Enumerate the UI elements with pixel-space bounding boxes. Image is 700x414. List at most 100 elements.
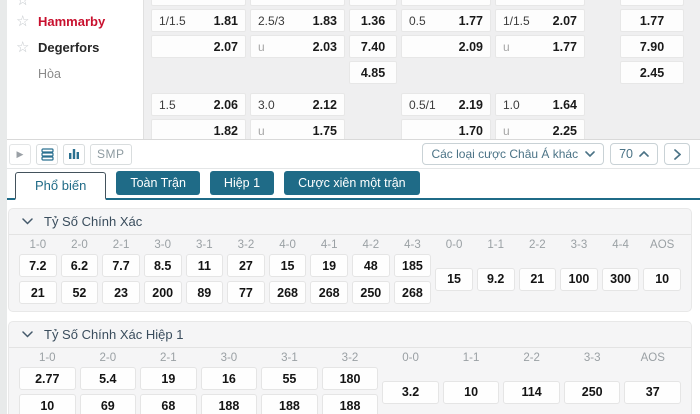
- score-odds-box[interactable]: 11: [185, 254, 224, 277]
- score-odds-box[interactable]: 185: [393, 254, 432, 277]
- odds-slot: [349, 0, 397, 6]
- odds-handicap-label: 1.0: [503, 97, 520, 112]
- odds-cell[interactable]: 7.40: [349, 35, 397, 58]
- odds-value: 1.64: [552, 97, 577, 112]
- odds-cell-partial: [620, 0, 684, 6]
- score-odds-box[interactable]: 114: [503, 380, 560, 404]
- odds-cell[interactable]: 1.5 2.06: [151, 93, 246, 116]
- score-odds-box[interactable]: 68: [140, 394, 197, 414]
- odds-cell[interactable]: 4.85: [349, 61, 397, 84]
- odds-cell[interactable]: 0.5 1.77: [401, 9, 491, 32]
- odds-cell[interactable]: 2.07: [151, 35, 246, 58]
- score-odds-box[interactable]: 23: [102, 281, 140, 304]
- odds-cell[interactable]: 0.5/1 2.19: [401, 93, 491, 116]
- tab-button[interactable]: Cược xiên một trận: [284, 171, 420, 195]
- score-odds-box[interactable]: 77: [227, 281, 265, 304]
- odds-cell[interactable]: 2.45: [620, 61, 684, 84]
- odds-slot: 1.70: [401, 119, 491, 139]
- score-odds-box[interactable]: 250: [563, 380, 621, 404]
- score-odds-box[interactable]: 188: [321, 394, 379, 414]
- odds-grid: 1/1.5 1.81 2.5/3 1.83 1.36 0.5 1.77 1/1.5 2.07 1.…: [143, 0, 700, 139]
- score-odds-box[interactable]: 250: [352, 281, 390, 304]
- odds-value: 2.07: [213, 39, 238, 54]
- star-icon[interactable]: ☆: [16, 13, 30, 30]
- score-odds-box[interactable]: 27: [227, 254, 265, 277]
- score-odds-box[interactable]: 48: [352, 254, 390, 277]
- score-odds-box[interactable]: 16: [200, 367, 258, 390]
- score-odds-box[interactable]: 15: [268, 254, 307, 277]
- odds-value: 2.09: [458, 39, 483, 54]
- odds-slot: [349, 93, 397, 116]
- score-column-header: 1-0: [38, 352, 56, 364]
- score-odds-box[interactable]: 19: [310, 254, 348, 277]
- smp-button[interactable]: SMP: [90, 143, 132, 165]
- score-odds-box[interactable]: 5.4: [79, 367, 137, 390]
- score-odds-box[interactable]: 15: [435, 267, 473, 291]
- score-odds-box[interactable]: 100: [560, 267, 598, 291]
- score-odds-box[interactable]: 7.7: [102, 254, 140, 277]
- odds-slot: 7.40: [349, 35, 397, 58]
- star-icon[interactable]: ☆: [16, 39, 30, 56]
- score-odds-box[interactable]: 188: [261, 394, 318, 414]
- score-odds-box[interactable]: 37: [624, 380, 681, 404]
- odds-cell[interactable]: u 1.75: [250, 119, 345, 139]
- odds-cell[interactable]: 1.0 1.64: [495, 93, 585, 116]
- section-header[interactable]: Tỷ Số Chính Xác: [9, 209, 691, 235]
- next-page-button[interactable]: [664, 143, 690, 165]
- star-icon[interactable]: ☆: [16, 0, 30, 9]
- odds-cell[interactable]: 2.09: [401, 35, 491, 58]
- score-odds-box[interactable]: 10: [442, 380, 500, 404]
- score-odds-box[interactable]: 21: [518, 267, 557, 291]
- team-panel: ☆ ☆ Hammarby ☆ Degerfors ☆Hòa: [7, 0, 143, 139]
- score-odds-box[interactable]: 3.2: [382, 380, 439, 404]
- score-odds-box[interactable]: 7.2: [19, 254, 57, 277]
- score-odds-box[interactable]: 89: [185, 281, 224, 304]
- score-odds-box[interactable]: 2.77: [19, 367, 76, 390]
- tab-pho-bien[interactable]: Phổ biến: [15, 172, 107, 200]
- score-odds-box[interactable]: 268: [268, 281, 307, 304]
- score-odds-box[interactable]: 188: [200, 394, 258, 414]
- tab-button[interactable]: Hiệp 1: [209, 171, 275, 195]
- score-odds-box[interactable]: 268: [310, 281, 348, 304]
- score-odds-box[interactable]: 10: [643, 267, 681, 291]
- score-column-header: 3-3: [570, 239, 588, 251]
- odds-cell[interactable]: 1.77: [620, 9, 684, 32]
- odds-cell[interactable]: 1.70: [401, 119, 491, 139]
- odds-cell[interactable]: 1.82: [151, 119, 246, 139]
- score-column-header: 4-2: [362, 239, 380, 251]
- odds-cell[interactable]: 1/1.5 2.07: [495, 9, 585, 32]
- odds-cell[interactable]: u 2.03: [250, 35, 345, 58]
- market-type-dropdown[interactable]: Các loại cược Châu Á khác: [422, 143, 605, 165]
- score-odds-box[interactable]: 268: [393, 281, 432, 304]
- odds-handicap-label: 1/1.5: [159, 13, 186, 28]
- score-odds-box[interactable]: 52: [60, 281, 99, 304]
- odds-cell[interactable]: u 1.77: [495, 35, 585, 58]
- stack-button[interactable]: [36, 143, 58, 165]
- score-odds-box[interactable]: 55: [261, 367, 318, 390]
- market-count-control[interactable]: 70: [610, 143, 658, 165]
- odds-value: 7.40: [360, 39, 386, 54]
- score-odds-box[interactable]: 69: [79, 394, 137, 414]
- odds-cell[interactable]: 1.36: [349, 9, 397, 32]
- score-odds-box[interactable]: 180: [321, 367, 379, 390]
- odds-cell[interactable]: 7.90: [620, 35, 684, 58]
- odds-cell[interactable]: u 2.25: [495, 119, 585, 139]
- odds-cell[interactable]: 1/1.5 1.81: [151, 9, 246, 32]
- stats-button[interactable]: [63, 143, 85, 165]
- score-odds-box[interactable]: 10: [19, 394, 76, 414]
- score-odds-box[interactable]: 9.2: [476, 267, 515, 291]
- score-odds-box[interactable]: 200: [143, 281, 182, 304]
- score-columns: 1-0 2-0 2-1 3-0 3-1 3-2 0-0 1-1 2-2 3-3 AOS: [9, 348, 691, 365]
- odds-cell[interactable]: 2.5/3 1.83: [250, 9, 345, 32]
- score-odds-box[interactable]: 6.2: [60, 254, 99, 277]
- section-header[interactable]: Tỷ Số Chính Xác Hiệp 1: [9, 322, 691, 348]
- odds-cell[interactable]: 3.0 2.12: [250, 93, 345, 116]
- tab-button[interactable]: Toàn Trận: [116, 171, 200, 195]
- score-odds-box[interactable]: 300: [601, 267, 640, 291]
- score-odds-box[interactable]: 8.5: [143, 254, 182, 277]
- score-odds-box[interactable]: 19: [140, 367, 197, 390]
- play-button[interactable]: ▶: [9, 143, 31, 165]
- score-column-header: 2-2: [523, 352, 540, 364]
- odds-handicap-label: u: [503, 39, 510, 54]
- score-odds-box[interactable]: 21: [19, 281, 57, 304]
